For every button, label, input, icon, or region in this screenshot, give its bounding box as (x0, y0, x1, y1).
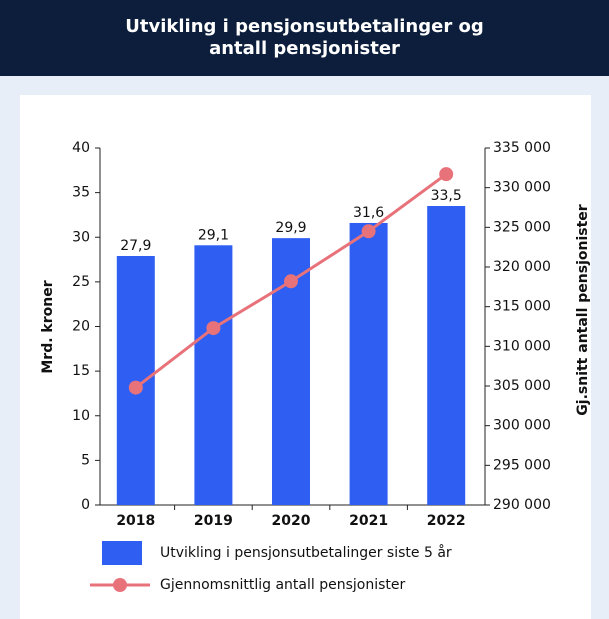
y-tick-label: 25 (72, 274, 90, 290)
x-tick-label: 2020 (272, 513, 311, 529)
x-tick-label: 2019 (194, 513, 233, 529)
data-label: 27,9 (120, 238, 151, 254)
y2-tick-label: 290 000 (493, 497, 551, 513)
point (206, 321, 221, 336)
y2-tick-label: 320 000 (493, 259, 551, 275)
y2-axis-title: Gj.snitt antall pensjonister (575, 204, 591, 416)
y-tick-label: 35 (72, 185, 90, 201)
y2-tick-label: 335 000 (493, 140, 551, 156)
y2-tick-label: 315 000 (493, 299, 551, 315)
chart-title: Utvikling i pensjonsutbetalinger og anta… (125, 16, 484, 59)
point (284, 274, 298, 289)
data-label: 31,6 (353, 205, 384, 221)
bar (116, 255, 155, 505)
bar (194, 245, 233, 505)
y2-tick-label: 330 000 (493, 180, 551, 196)
y-tick-label: 30 (72, 229, 90, 245)
y2-tick-label: 295 000 (493, 457, 551, 473)
point (439, 167, 454, 182)
legend-swatch (102, 541, 142, 565)
y2-tick-label: 300 000 (493, 418, 551, 434)
y-tick-label: 5 (81, 452, 90, 468)
data-label: 29,9 (275, 220, 306, 236)
y-tick-label: 0 (81, 497, 90, 513)
bar (427, 206, 466, 505)
title-band: Utvikling i pensjonsutbetalinger og anta… (0, 0, 609, 76)
x-tick-label: 2021 (349, 513, 388, 529)
point (361, 224, 376, 239)
y2-tick-label: 305 000 (493, 378, 551, 394)
y-tick-label: 40 (72, 140, 90, 156)
point (128, 380, 143, 395)
legend-label: Utvikling i pensjonsutbetalinger siste 5… (160, 544, 452, 561)
legend-label: Gjennomsnittlig antall pensjonister (160, 577, 405, 593)
y-tick-label: 15 (72, 363, 90, 379)
x-tick-label: 2018 (116, 513, 155, 529)
y2-tick-label: 325 000 (493, 219, 551, 235)
legend-swatch (113, 578, 127, 592)
y-axis-title: Mrd. kroner (40, 280, 56, 373)
data-label: 29,1 (198, 227, 229, 243)
y-tick-label: 10 (72, 408, 90, 424)
bar (349, 222, 388, 505)
y2-tick-label: 310 000 (493, 338, 551, 354)
y-tick-label: 20 (72, 319, 90, 335)
data-label: 33,5 (431, 188, 462, 204)
x-tick-label: 2022 (427, 513, 466, 529)
